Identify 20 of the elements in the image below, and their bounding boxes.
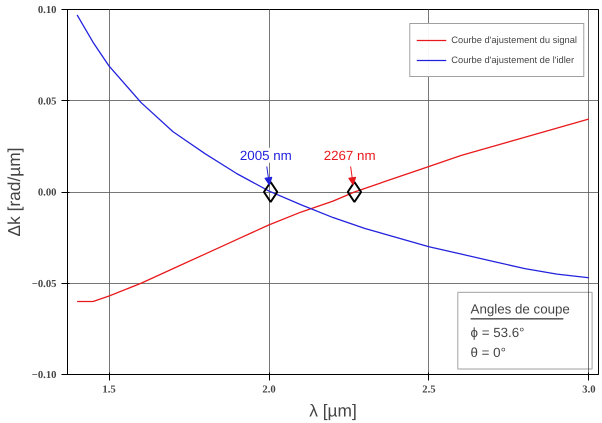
- annotation: Angles de coupe: [470, 301, 570, 316]
- y-tick-label: 0.00: [38, 188, 57, 198]
- y-tick-label: −0.05: [32, 278, 57, 290]
- x-tick-label: 2.5: [422, 384, 436, 396]
- annotation: θ = 0°: [470, 345, 506, 360]
- y-tick-label: 0.05: [38, 96, 57, 108]
- x-tick-label: 1.5: [102, 384, 116, 396]
- line-series: [76, 14, 590, 278]
- y-tick-label: 0.10: [38, 5, 57, 16]
- line-series: [76, 118, 590, 302]
- x-tick-label: 2.0: [262, 384, 276, 396]
- annotation: 2005 nm: [240, 148, 292, 163]
- legend-label: Courbe d'ajustement de l'idler: [451, 55, 574, 65]
- y-tick-label: −0.10: [32, 370, 57, 381]
- annotation: ϕ = 53.6°: [470, 325, 524, 340]
- x-axis-title: λ [µm]: [309, 400, 357, 420]
- annotation: 2267 nm: [324, 148, 376, 163]
- legend-label: Courbe d'ajustement du signal: [451, 35, 577, 45]
- x-tick-label: 3.0: [582, 384, 596, 396]
- y-axis-title: Δk [rad/µm]: [4, 148, 24, 236]
